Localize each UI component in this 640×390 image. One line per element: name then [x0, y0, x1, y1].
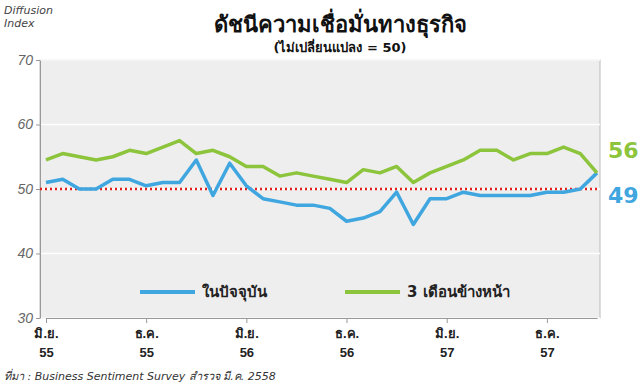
- legend-swatch: [140, 290, 195, 294]
- grid: [40, 60, 600, 318]
- y-tick-mark: [36, 60, 40, 61]
- x-tick: มิ.ย.55: [34, 318, 58, 360]
- x-tick-label: ธ.ค.55: [135, 326, 159, 361]
- x-tick-label: ธ.ค.56: [335, 326, 359, 361]
- y-tick-label: 50: [17, 181, 33, 197]
- y-tick: 70: [17, 52, 40, 68]
- plot-background: [40, 60, 600, 318]
- grid-line: [40, 124, 600, 126]
- lines: [46, 141, 597, 225]
- x-axis: มิ.ย.55 ธ.ค.55 มิ.ย.56 ธ.ค.56 มิ.ย.57 ธ.ค.57: [34, 318, 597, 360]
- x-tick-label: มิ.ย.57: [435, 326, 459, 361]
- y-tick-mark: [36, 318, 40, 319]
- x-tick-label: มิ.ย.55: [34, 326, 58, 361]
- legend-swatch: [345, 290, 400, 294]
- grid-line: [40, 253, 600, 255]
- title: ดัชนีความเชื่อมั่นทางธุรกิจ: [214, 8, 467, 39]
- subtitle: (ไม่เปลี่ยนแปลง = 50): [274, 38, 407, 55]
- x-tick-label: มิ.ย.56: [235, 326, 259, 361]
- x-tick-mark: [547, 318, 548, 323]
- x-tick-mark: [246, 318, 247, 323]
- end-label: 49: [608, 183, 639, 208]
- x-tick: มิ.ย.56: [235, 318, 259, 360]
- y-tick: 40: [17, 245, 40, 261]
- chart: 3040506070มิ.ย.55ธ.ค.55มิ.ย.56ธ.ค.56มิ.ย…: [0, 0, 640, 390]
- x-tick: ธ.ค.57: [535, 318, 559, 360]
- y-tick-mark: [36, 254, 40, 255]
- source: ที่มา : Business Sentiment Survey สำรวจ …: [4, 368, 276, 383]
- y-axis: 30 40 50 60 70: [17, 52, 40, 326]
- x-axis-line: [47, 318, 598, 319]
- legend-label: ในปัจจุบัน: [202, 283, 268, 302]
- x-tick-label: ธ.ค.57: [535, 326, 559, 361]
- y-tick-label: 40: [17, 245, 33, 261]
- y-tick-mark: [36, 189, 40, 190]
- x-tick-mark: [146, 318, 147, 323]
- legend-label: 3 เดือนข้างหน้า: [407, 283, 510, 301]
- x-tick: ธ.ค.55: [135, 318, 159, 360]
- x-tick-mark: [447, 318, 448, 323]
- x-tick: ธ.ค.56: [335, 318, 359, 360]
- grid-line: [40, 317, 600, 319]
- y-tick: 50: [17, 181, 40, 197]
- legend: ในปัจจุบัน 3 เดือนข้างหน้า: [140, 283, 510, 302]
- y-tick-label: 60: [17, 116, 33, 132]
- x-tick-mark: [46, 318, 47, 323]
- y-axis-title: DiffusionIndex: [4, 4, 53, 30]
- y-tick-mark: [36, 125, 40, 126]
- y-tick: 60: [17, 116, 40, 132]
- end-label: 56: [608, 138, 639, 163]
- x-tick-mark: [347, 318, 348, 323]
- y-tick-label: 30: [17, 310, 33, 326]
- grid-line: [40, 59, 600, 61]
- series-line: [46, 160, 597, 225]
- x-tick: มิ.ย.57: [435, 318, 459, 360]
- y-tick: 30: [17, 310, 40, 326]
- y-tick-label: 70: [17, 52, 33, 68]
- grid-line: [40, 188, 600, 190]
- series-line: [46, 141, 597, 183]
- reference-line: [40, 188, 600, 191]
